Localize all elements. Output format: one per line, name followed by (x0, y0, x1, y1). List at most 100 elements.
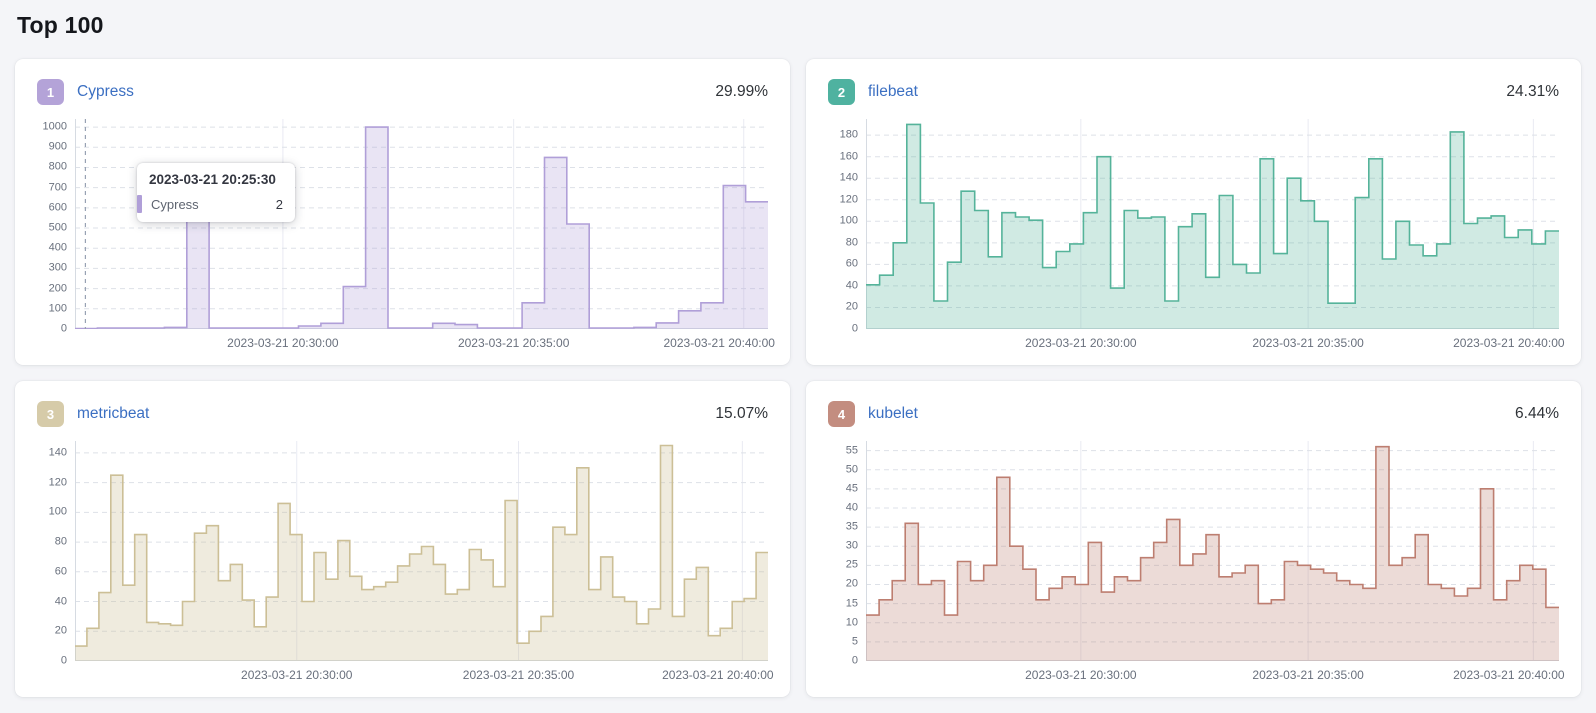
y-tick-label: 60 (845, 257, 858, 270)
series-line (866, 445, 1559, 616)
chart-canvas[interactable] (866, 119, 1559, 330)
y-tick-label: 200 (48, 282, 67, 295)
x-tick-label: 2023-03-21 20:30:00 (241, 668, 353, 682)
y-tick-label: 100 (48, 302, 67, 315)
y-tick-label: 5 (851, 635, 858, 648)
y-tick-label: 15 (845, 597, 858, 610)
rank-badge: 2 (828, 79, 855, 105)
tooltip-series-value: 2 (275, 196, 283, 212)
item-percent: 6.44% (1515, 405, 1559, 422)
y-tick-label: 900 (48, 140, 67, 153)
y-tick-label: 40 (845, 279, 858, 292)
cards-grid: 1 Cypress 29.99% 0 100 200 300 400 500 600 700 8… (0, 39, 1596, 697)
x-axis: 2023-03-21 20:30:00 2023-03-21 20:35:00 20… (75, 661, 774, 685)
x-tick-label: 2023-03-21 20:35:00 (457, 336, 570, 350)
rank-badge: 1 (37, 79, 64, 105)
y-axis: 0 100 200 300 400 500 600 700 800 900 1000 (31, 119, 75, 334)
y-tick-label: 180 (839, 128, 858, 141)
y-tick-label: 500 (48, 221, 67, 234)
y-tick-label: 120 (839, 193, 858, 206)
y-tick-label: 45 (845, 482, 858, 495)
item-name-link[interactable]: Cypress (77, 83, 134, 100)
y-tick-label: 100 (839, 214, 858, 227)
y-tick-label: 140 (48, 446, 67, 459)
y-axis: 0 20 40 60 80 100 120 140 (31, 441, 75, 666)
y-tick-label: 300 (48, 261, 67, 274)
y-tick-label: 10 (845, 616, 858, 629)
y-tick-label: 20 (845, 577, 858, 590)
y-tick-label: 0 (851, 654, 858, 667)
plot-area[interactable]: 2023-03-21 20:25:30 Cypress 2 (75, 119, 768, 330)
x-tick-label: 2023-03-21 20:30:00 (1025, 668, 1137, 682)
item-name-link[interactable]: kubelet (868, 405, 918, 422)
card-header: 2 filebeat 24.31% (822, 79, 1559, 105)
plot-area[interactable] (75, 441, 768, 661)
rank-badge: 4 (828, 401, 855, 427)
item-percent: 29.99% (715, 83, 768, 100)
chart-canvas[interactable] (866, 441, 1559, 661)
rank-badge: 3 (37, 401, 64, 427)
x-axis: 2023-03-21 20:30:00 2023-03-21 20:35:00 20… (866, 661, 1564, 685)
y-tick-label: 50 (845, 463, 858, 476)
y-tick-label: 60 (54, 565, 67, 578)
y-axis: 0 5 10 15 20 25 30 35 40 45 50 55 (822, 441, 866, 666)
y-tick-label: 55 (845, 444, 858, 457)
x-tick-label: 2023-03-21 20:40:00 (1453, 668, 1565, 682)
y-tick-label: 25 (845, 558, 858, 571)
plot-area[interactable] (866, 119, 1559, 330)
chart-tooltip: 2023-03-21 20:25:30 Cypress 2 (137, 163, 295, 222)
x-tick-label: 2023-03-21 20:35:00 (1252, 668, 1364, 682)
top-item-card-filebeat: 2 filebeat 24.31% 0 20 40 60 80 100 120 140 160 1… (806, 59, 1581, 365)
y-axis: 0 20 40 60 80 100 120 140 160 180 (822, 119, 866, 334)
x-tick-label: 2023-03-21 20:35:00 (1252, 336, 1364, 350)
card-header: 4 kubelet 6.44% (822, 401, 1559, 427)
y-tick-label: 80 (845, 236, 858, 249)
y-tick-label: 40 (54, 595, 67, 608)
item-name-link[interactable]: filebeat (868, 83, 918, 100)
area-fill (866, 124, 1559, 330)
x-tick-label: 2023-03-21 20:40:00 (662, 668, 774, 682)
tooltip-series-row: Cypress 2 (137, 195, 283, 213)
item-name-link[interactable]: metricbeat (77, 405, 150, 422)
y-tick-label: 160 (839, 150, 858, 163)
y-tick-label: 80 (54, 535, 67, 548)
page-title: Top 100 (17, 12, 104, 38)
y-tick-label: 800 (48, 160, 67, 173)
y-tick-label: 120 (48, 476, 67, 489)
step-area-chart: 0 20 40 60 80 100 120 140 160 180 (822, 119, 1559, 334)
y-tick-label: 140 (839, 171, 858, 184)
chart-canvas[interactable] (75, 441, 768, 661)
y-tick-label: 1000 (42, 120, 67, 133)
card-header: 3 metricbeat 15.07% (31, 401, 768, 427)
y-tick-label: 100 (48, 505, 67, 518)
chart-canvas[interactable] (75, 119, 768, 330)
y-tick-label: 35 (845, 520, 858, 533)
top-item-card-metricbeat: 3 metricbeat 15.07% 0 20 40 60 80 100 120 140 2… (15, 381, 790, 697)
y-tick-label: 0 (60, 322, 67, 335)
area-fill (866, 446, 1559, 661)
y-tick-label: 400 (48, 241, 67, 254)
x-axis: 2023-03-21 20:30:00 2023-03-21 20:35:00 20… (75, 329, 775, 353)
x-tick-label: 2023-03-21 20:30:00 (227, 336, 339, 350)
y-tick-label: 0 (60, 654, 67, 667)
x-tick-label: 2023-03-21 20:30:00 (1025, 336, 1137, 350)
step-area-chart: 0 5 10 15 20 25 30 35 40 45 50 55 (822, 441, 1559, 666)
y-tick-label: 20 (54, 624, 67, 637)
step-area-chart: 0 100 200 300 400 500 600 700 800 900 1000 2023-03… (31, 119, 768, 334)
step-area-chart: 0 20 40 60 80 100 120 140 (31, 441, 768, 666)
y-tick-label: 700 (48, 181, 67, 194)
item-percent: 15.07% (715, 405, 768, 422)
y-tick-label: 30 (845, 539, 858, 552)
series-line (866, 123, 1559, 304)
plot-area[interactable] (866, 441, 1559, 661)
tooltip-series-name: Cypress (151, 196, 199, 212)
top-item-card-kubelet: 4 kubelet 6.44% 0 5 10 15 20 25 30 35 40 45 50 55 2… (806, 381, 1581, 697)
tooltip-timestamp: 2023-03-21 20:25:30 (149, 172, 276, 187)
x-tick-label: 2023-03-21 20:35:00 (462, 668, 575, 682)
top-item-card-cypress: 1 Cypress 29.99% 0 100 200 300 400 500 600 700 8… (15, 59, 790, 365)
series-color-marker (137, 195, 142, 213)
y-tick-label: 40 (845, 501, 858, 514)
card-header: 1 Cypress 29.99% (31, 79, 768, 105)
x-tick-label: 2023-03-21 20:40:00 (663, 336, 775, 350)
y-tick-label: 600 (48, 201, 67, 214)
